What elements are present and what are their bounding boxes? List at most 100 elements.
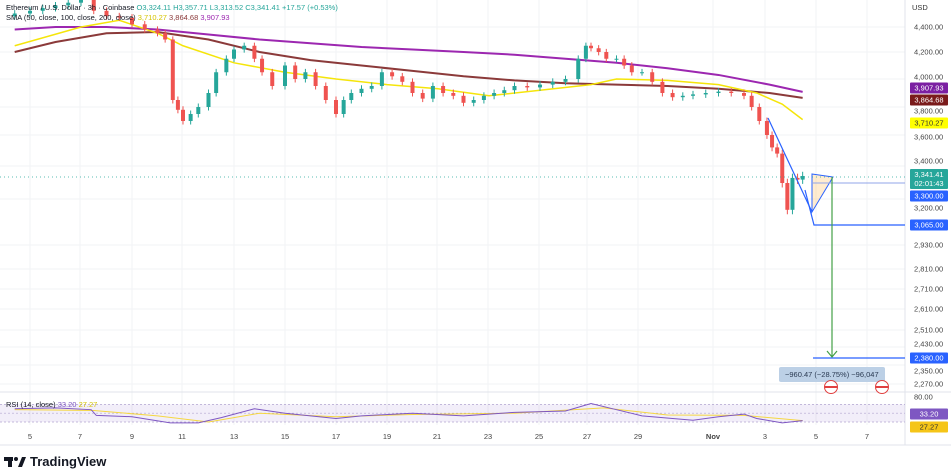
drawings[interactable] bbox=[0, 117, 905, 359]
last-price: 3,341.41 bbox=[914, 170, 944, 179]
arrow-head-icon bbox=[826, 350, 838, 358]
candle-body bbox=[334, 100, 338, 114]
candle-body bbox=[749, 95, 754, 107]
candle-body bbox=[270, 72, 275, 86]
candle-body bbox=[369, 86, 374, 89]
candle-body bbox=[629, 65, 634, 73]
candle-body bbox=[691, 94, 695, 96]
price-tick-label: 3,400.00 bbox=[914, 156, 944, 166]
price-tick-label: 2,710.00 bbox=[914, 284, 944, 294]
candle-body bbox=[349, 93, 354, 100]
candle-body bbox=[670, 93, 675, 98]
legend-symbol: Ethereum / U.S. Dollar · 3h · Coinbase O… bbox=[6, 3, 338, 12]
target-tag: 2,380.00 bbox=[910, 352, 948, 364]
candle-body bbox=[770, 135, 775, 148]
candle-body bbox=[583, 45, 588, 59]
rsi-upper-label: 80.00 bbox=[914, 392, 933, 402]
tradingview-logo[interactable]: TradingView bbox=[4, 454, 106, 469]
sma100-line bbox=[14, 30, 803, 99]
candle-body bbox=[650, 72, 655, 82]
candle-body bbox=[775, 147, 780, 154]
time-tick-label: 21 bbox=[432, 432, 442, 441]
candle-body bbox=[323, 86, 328, 100]
close-value: C3,341.41 bbox=[245, 3, 280, 12]
candles bbox=[12, 0, 805, 215]
rsi-tag: 33.20 bbox=[910, 408, 948, 420]
sma-label[interactable]: SMA (50, close, 100, close, 200, close) bbox=[6, 13, 136, 22]
sma100-tag: 3,864.68 bbox=[910, 94, 948, 106]
price-tick-label: 4,400.00 bbox=[914, 22, 944, 32]
moving-averages bbox=[14, 19, 804, 121]
candle-body bbox=[589, 45, 593, 49]
rsi-label[interactable]: RSI (14, close) bbox=[6, 400, 56, 409]
high-value: H3,357.71 bbox=[173, 3, 208, 12]
rsi-line bbox=[14, 403, 803, 424]
candle-body bbox=[576, 58, 581, 79]
us-flag-event-icon[interactable] bbox=[875, 380, 889, 394]
candle-body bbox=[525, 86, 530, 88]
candle-body bbox=[660, 81, 665, 93]
candle-body bbox=[703, 93, 708, 95]
candle-body bbox=[224, 58, 229, 73]
price-tick-label: 2,350.00 bbox=[914, 366, 944, 376]
candle-body bbox=[283, 65, 287, 86]
candle-body bbox=[214, 72, 219, 93]
price-tick-label: 2,610.00 bbox=[914, 304, 944, 314]
candle-body bbox=[471, 100, 476, 103]
us-flag-event-icon[interactable] bbox=[824, 380, 838, 394]
candle-body bbox=[757, 107, 762, 121]
price-tick-label: 2,430.00 bbox=[914, 339, 944, 349]
candle-body bbox=[66, 2, 71, 6]
candle-body bbox=[359, 88, 364, 93]
candle-body bbox=[538, 84, 542, 88]
candle-body bbox=[512, 86, 517, 91]
currency-label[interactable]: USD bbox=[912, 3, 928, 12]
rsi-ma-tag: 27.27 bbox=[910, 421, 948, 433]
open-value: O3,324.11 bbox=[136, 3, 171, 12]
candle-body bbox=[764, 121, 769, 135]
tradingview-logo-icon bbox=[4, 456, 26, 467]
candle-body bbox=[175, 100, 180, 110]
candle-body bbox=[155, 29, 160, 34]
change-value: +17.57 (+0.53%) bbox=[281, 3, 338, 12]
time-tick-label: 23 bbox=[483, 432, 493, 441]
candle-body bbox=[293, 65, 298, 79]
time-tick-label: 19 bbox=[382, 432, 392, 441]
candle-body bbox=[104, 10, 109, 17]
candle-body bbox=[550, 81, 555, 85]
candle-body bbox=[430, 86, 435, 99]
time-tick-label: 15 bbox=[280, 432, 290, 441]
low-value: L3,313.52 bbox=[209, 3, 244, 12]
candle-body bbox=[790, 177, 795, 210]
candle-body bbox=[742, 93, 746, 96]
candle-body bbox=[181, 109, 185, 121]
last-price-tag: 3,341.41 02:01:43 bbox=[910, 169, 948, 189]
candle-body bbox=[341, 100, 346, 114]
symbol-title[interactable]: Ethereum / U.S. Dollar · 3h · Coinbase bbox=[6, 3, 135, 12]
pennant-pattern bbox=[811, 173, 834, 214]
sma200-line bbox=[14, 26, 803, 93]
candle-body bbox=[163, 33, 168, 40]
sma100-value: 3,864.68 bbox=[169, 13, 199, 22]
candle-body bbox=[795, 177, 800, 180]
time-tick-label: 9 bbox=[129, 432, 135, 441]
price-tick-label: 3,800.00 bbox=[914, 106, 944, 116]
candle-body bbox=[12, 13, 17, 17]
candle-body bbox=[390, 72, 395, 77]
price-tick-label: 2,810.00 bbox=[914, 264, 944, 274]
candle-body bbox=[117, 16, 122, 18]
candle-body bbox=[91, 0, 96, 11]
candle-body bbox=[640, 72, 644, 74]
time-tick-label: 3 bbox=[762, 432, 768, 441]
candle-body bbox=[260, 58, 265, 73]
price-tick-label: 3,200.00 bbox=[914, 203, 944, 213]
price-tick-label: 2,930.00 bbox=[914, 240, 944, 250]
candle-body bbox=[502, 90, 507, 93]
candle-body bbox=[729, 91, 734, 93]
candle-body bbox=[170, 39, 175, 100]
candle-body bbox=[142, 24, 147, 30]
bar-countdown: 02:01:43 bbox=[914, 179, 944, 188]
candle-body bbox=[614, 58, 619, 60]
candle-body bbox=[481, 95, 486, 100]
